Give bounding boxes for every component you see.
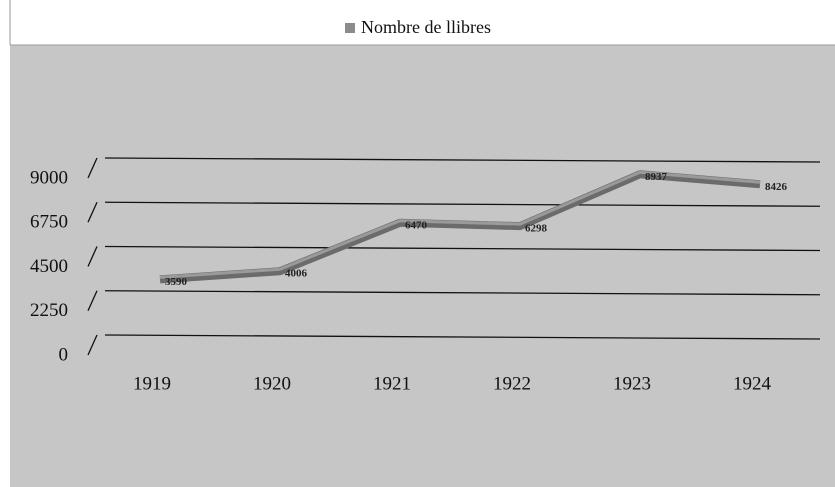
x-tick-label: 1923 <box>613 373 651 394</box>
line-shadow <box>159 170 761 284</box>
legend: Nombre de llibres <box>345 17 491 37</box>
x-tick-label: 1920 <box>253 373 291 394</box>
data-label: 6470 <box>405 219 428 231</box>
grid-line <box>104 157 821 163</box>
grid-line-side <box>87 246 98 267</box>
line <box>159 170 761 279</box>
x-tick-label: 1922 <box>493 373 531 394</box>
data-label: 8426 <box>765 181 788 193</box>
y-tick-label: 2250 <box>30 300 68 321</box>
x-tick-label: 1919 <box>133 373 171 394</box>
data-label: 6298 <box>525 223 548 235</box>
grid-line-side <box>87 201 98 223</box>
plot-background <box>10 45 835 487</box>
grid-line-side <box>87 290 98 312</box>
grid-line-side <box>87 157 98 179</box>
grid-line <box>104 245 821 252</box>
y-tick-label: 9000 <box>30 167 68 188</box>
y-tick-label: 4500 <box>30 256 68 277</box>
legend-swatch <box>345 23 355 33</box>
y-tick-label: 6750 <box>30 212 68 233</box>
data-label: 8937 <box>645 171 668 183</box>
data-label: 4006 <box>285 268 308 280</box>
grid-line-side <box>87 334 98 356</box>
x-tick-label: 1921 <box>373 373 411 394</box>
grid-line <box>104 201 821 207</box>
x-tick-label: 1924 <box>733 373 772 394</box>
grid-line <box>104 334 821 340</box>
legend-label: Nombre de llibres <box>361 17 491 37</box>
y-tick-label: 0 <box>59 344 69 365</box>
data-label: 3590 <box>165 276 188 288</box>
grid-line <box>104 290 821 296</box>
